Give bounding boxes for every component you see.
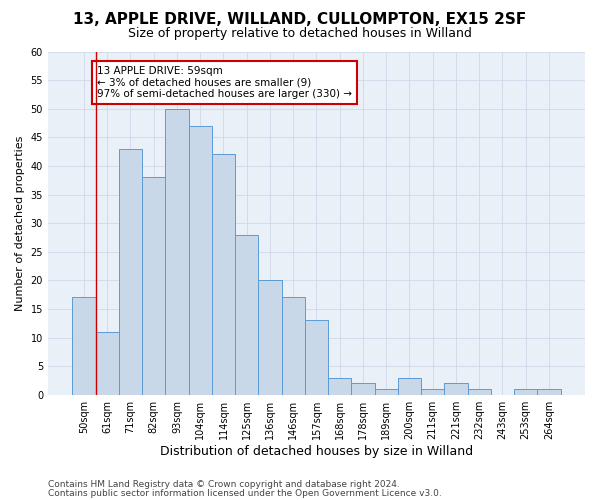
Bar <box>142 178 166 394</box>
Text: Contains HM Land Registry data © Crown copyright and database right 2024.: Contains HM Land Registry data © Crown c… <box>48 480 400 489</box>
Bar <box>235 234 259 394</box>
X-axis label: Distribution of detached houses by size in Willand: Distribution of detached houses by size … <box>160 444 473 458</box>
Bar <box>119 148 142 394</box>
Bar <box>374 389 398 394</box>
Bar <box>538 389 560 394</box>
Bar <box>305 320 328 394</box>
Text: 13 APPLE DRIVE: 59sqm
← 3% of detached houses are smaller (9)
97% of semi-detach: 13 APPLE DRIVE: 59sqm ← 3% of detached h… <box>97 66 352 99</box>
Bar <box>445 384 467 394</box>
Bar <box>421 389 445 394</box>
Text: Contains public sector information licensed under the Open Government Licence v3: Contains public sector information licen… <box>48 488 442 498</box>
Bar <box>73 298 95 394</box>
Bar <box>281 298 305 394</box>
Bar <box>514 389 538 394</box>
Bar <box>467 389 491 394</box>
Bar <box>166 108 188 395</box>
Bar <box>328 378 352 394</box>
Bar <box>398 378 421 394</box>
Bar <box>212 154 235 394</box>
Bar <box>259 280 281 394</box>
Text: Size of property relative to detached houses in Willand: Size of property relative to detached ho… <box>128 28 472 40</box>
Text: 13, APPLE DRIVE, WILLAND, CULLOMPTON, EX15 2SF: 13, APPLE DRIVE, WILLAND, CULLOMPTON, EX… <box>73 12 527 28</box>
Bar <box>188 126 212 394</box>
Bar <box>352 384 374 394</box>
Y-axis label: Number of detached properties: Number of detached properties <box>15 136 25 311</box>
Bar <box>95 332 119 394</box>
